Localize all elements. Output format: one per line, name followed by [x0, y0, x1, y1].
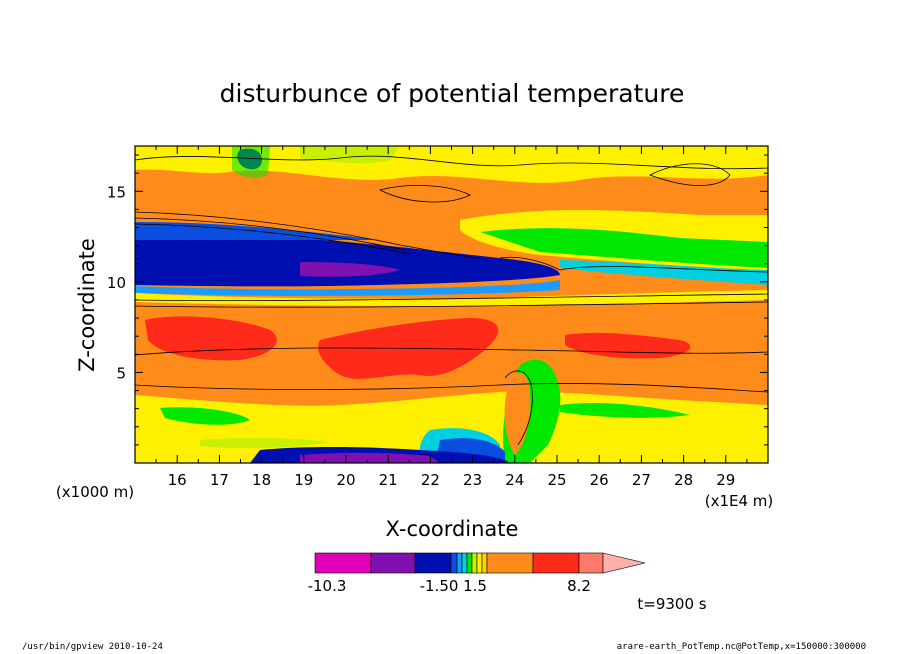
x-tick-label: 17 — [210, 471, 229, 489]
footer-right: arare-earth_PotTemp.nc@PotTemp,x=150000:… — [616, 642, 866, 652]
time-label: t=9300 s — [637, 595, 706, 613]
y-tick-label: 15 — [107, 183, 126, 201]
x-tick-label: 21 — [379, 471, 398, 489]
x-tick-label: 22 — [421, 471, 440, 489]
colorbar-segment — [456, 552, 463, 574]
colorbar-arrow — [602, 552, 646, 574]
x-tick-label: 28 — [674, 471, 693, 489]
footer-left: /usr/bin/gpview 2010-10-24 — [22, 642, 163, 652]
colorbar-segment — [486, 552, 534, 574]
colorbar-segment — [578, 552, 604, 574]
y-axis-unit: (x1000 m) — [56, 483, 134, 501]
x-tick-label: 19 — [294, 471, 313, 489]
colorbar: -10.3 -1.50 1.5 8.2 — [308, 552, 646, 595]
colorbar-segment — [450, 552, 458, 574]
x-tick-label: 26 — [590, 471, 609, 489]
y-axis-label: Z-coordinate — [75, 238, 99, 372]
x-tick-label: 24 — [505, 471, 524, 489]
colorbar-segment — [471, 552, 478, 574]
y-tick-label: 10 — [107, 274, 126, 292]
contour-field — [135, 146, 768, 463]
y-ticks: 5 10 15 — [107, 154, 768, 446]
chart-title: disturbunce of potential temperature — [220, 79, 685, 108]
colorbar-segment — [370, 552, 416, 574]
x-axis-unit: (x1E4 m) — [705, 492, 774, 510]
x-tick-label: 25 — [547, 471, 566, 489]
colorbar-segment — [481, 552, 488, 574]
colorbar-label: 1.5 — [463, 577, 487, 595]
colorbar-segment — [314, 552, 372, 574]
colorbar-segment — [466, 552, 473, 574]
x-tick-label: 23 — [463, 471, 482, 489]
colorbar-segment — [414, 552, 452, 574]
colorbar-segment — [461, 552, 468, 574]
colorbar-segment — [532, 552, 580, 574]
x-ticks: 16 17 18 19 20 21 22 23 24 25 26 27 28 29 — [155, 146, 748, 489]
x-tick-label: 27 — [632, 471, 651, 489]
y-tick-label: 5 — [116, 364, 126, 382]
colorbar-label: 8.2 — [567, 577, 591, 595]
x-tick-label: 20 — [336, 471, 355, 489]
x-tick-label: 18 — [252, 471, 271, 489]
x-tick-label: 16 — [168, 471, 187, 489]
colorbar-segment — [476, 552, 483, 574]
x-tick-label: 29 — [716, 471, 735, 489]
x-axis-label: X-coordinate — [386, 517, 519, 541]
colorbar-label: -1.50 — [420, 577, 459, 595]
colorbar-label: -10.3 — [308, 577, 347, 595]
